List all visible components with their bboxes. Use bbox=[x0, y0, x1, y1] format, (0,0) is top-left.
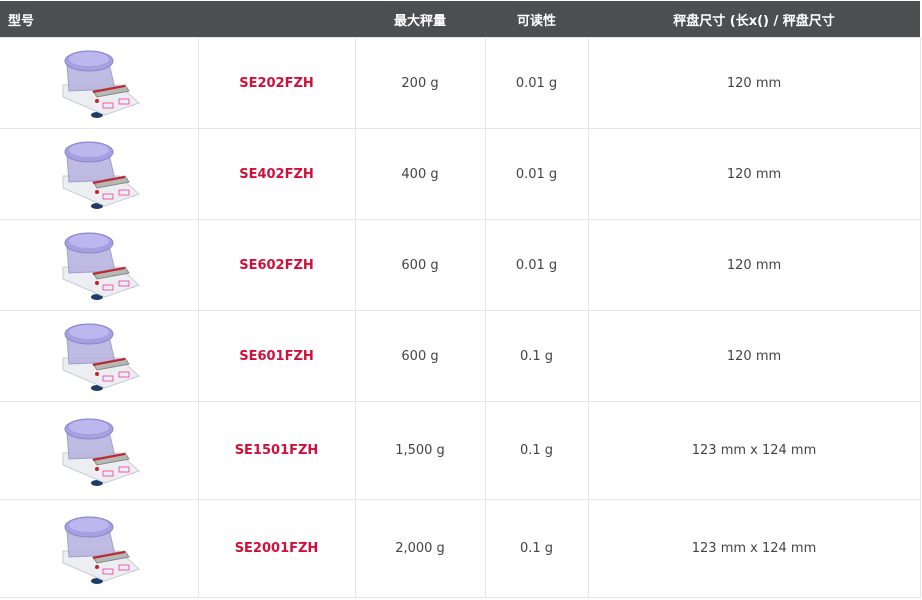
readability-cell: 0.01 g bbox=[484, 219, 589, 311]
pan-size-cell: 120 mm bbox=[587, 128, 921, 220]
header-model: 型号 bbox=[0, 1, 356, 38]
table-row: SE601FZH 600 g 0.1 g 120 mm bbox=[0, 310, 921, 402]
readability-cell: 0.1 g bbox=[484, 401, 589, 500]
pan-size-cell: 123 mm x 124 mm bbox=[587, 499, 921, 598]
table-row: SE1501FZH 1,500 g 0.1 g 123 mm x 124 mm bbox=[0, 401, 921, 500]
max-capacity-cell: 600 g bbox=[354, 219, 486, 311]
model-link[interactable]: SE602FZH bbox=[197, 219, 356, 311]
pan-size-cell: 123 mm x 124 mm bbox=[587, 401, 921, 500]
header-readability: 可读性 bbox=[485, 1, 589, 38]
product-image-cell[interactable] bbox=[0, 310, 199, 402]
max-capacity-cell: 2,000 g bbox=[354, 499, 486, 598]
balance-scale-image[interactable] bbox=[53, 511, 145, 587]
balance-scale-image[interactable] bbox=[53, 45, 145, 121]
balance-scale-image[interactable] bbox=[53, 413, 145, 489]
product-image-cell[interactable] bbox=[0, 219, 199, 311]
max-capacity-cell: 200 g bbox=[354, 37, 486, 129]
table-row: SE402FZH 400 g 0.01 g 120 mm bbox=[0, 128, 921, 220]
model-link[interactable]: SE202FZH bbox=[197, 37, 356, 129]
model-link[interactable]: SE402FZH bbox=[197, 128, 356, 220]
balance-scale-image[interactable] bbox=[53, 318, 145, 394]
pan-size-cell: 120 mm bbox=[587, 310, 921, 402]
product-image-cell[interactable] bbox=[0, 499, 199, 598]
readability-cell: 0.01 g bbox=[484, 128, 589, 220]
table-row: SE602FZH 600 g 0.01 g 120 mm bbox=[0, 219, 921, 311]
readability-cell: 0.1 g bbox=[484, 310, 589, 402]
model-link[interactable]: SE1501FZH bbox=[197, 401, 356, 500]
header-max-capacity: 最大秤量 bbox=[355, 1, 486, 38]
table-header-row: 型号 最大秤量 可读性 秤盘尺寸 (长x() / 秤盘尺寸 bbox=[0, 1, 921, 38]
header-pan-size: 秤盘尺寸 (长x() / 秤盘尺寸 bbox=[588, 1, 921, 38]
model-link[interactable]: SE601FZH bbox=[197, 310, 356, 402]
max-capacity-cell: 400 g bbox=[354, 128, 486, 220]
readability-cell: 0.1 g bbox=[484, 499, 589, 598]
table-row: SE202FZH 200 g 0.01 g 120 mm bbox=[0, 37, 921, 129]
pan-size-cell: 120 mm bbox=[587, 219, 921, 311]
model-link[interactable]: SE2001FZH bbox=[197, 499, 356, 598]
readability-cell: 0.01 g bbox=[484, 37, 589, 129]
product-image-cell[interactable] bbox=[0, 128, 199, 220]
max-capacity-cell: 1,500 g bbox=[354, 401, 486, 500]
balance-scale-image[interactable] bbox=[53, 227, 145, 303]
product-image-cell[interactable] bbox=[0, 37, 199, 129]
max-capacity-cell: 600 g bbox=[354, 310, 486, 402]
table-row: SE2001FZH 2,000 g 0.1 g 123 mm x 124 mm bbox=[0, 499, 921, 598]
pan-size-cell: 120 mm bbox=[587, 37, 921, 129]
balance-scale-image[interactable] bbox=[53, 136, 145, 212]
product-image-cell[interactable] bbox=[0, 401, 199, 500]
